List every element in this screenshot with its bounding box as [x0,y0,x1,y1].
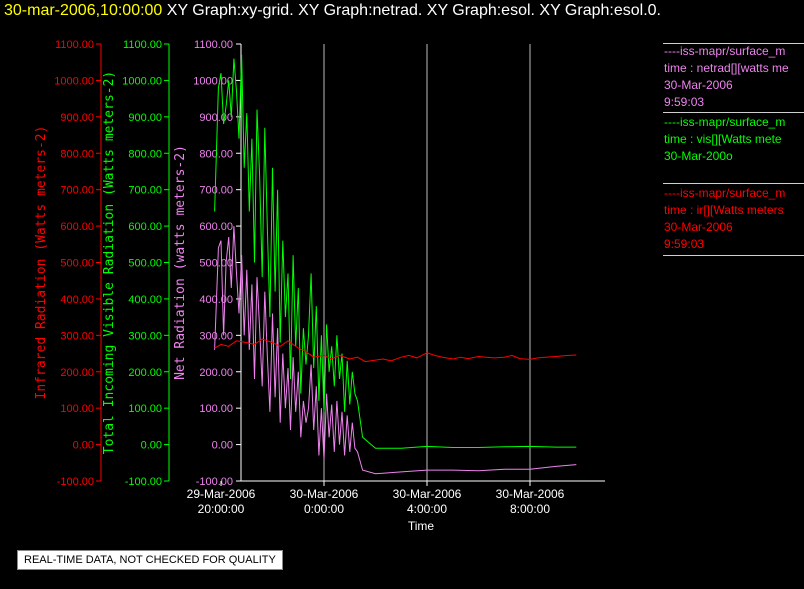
net-tick-label-5: 600.00 [199,221,233,233]
vis-tick-label-0: 1100.00 [123,39,162,51]
ir-tick-label-11: 0.00 [73,440,94,452]
net-tick-label-2: 900.00 [199,112,233,124]
x-tick-label-1-time: 0:00:00 [304,502,344,516]
vis-tick-label-4: 700.00 [128,185,162,197]
net-tick-label-9: 200.00 [199,367,233,379]
x-tick-label-0-time: 20:00:00 [198,502,245,516]
ir-tick-label-10: 100.00 [60,403,94,415]
legend-netrad-line1: ----iss-mapr/surface_m [664,44,786,58]
x-axis-title: Time [408,519,435,533]
ir-tick-label-6: 500.00 [60,258,94,270]
net-tick-label-6: 500.00 [199,258,233,270]
net-tick-label-0: 1100.00 [194,39,233,51]
net-tick-label-4: 700.00 [199,185,233,197]
legend-ir-line2: time : ir[][Watts meters [664,203,784,217]
ir-axis-title: Infrared Radiation (Watts meters-2) [34,126,49,400]
ir-tick-label-8: 300.00 [60,330,94,342]
vis-axis-title: Total Incoming Visible Radiation (Watts … [102,71,117,455]
ir-tick-label-7: 400.00 [60,294,94,306]
ir-tick-label-0: 1100.00 [55,39,94,51]
vis-tick-label-12: -100.00 [125,476,162,488]
legend-netrad-line2: time : netrad[][watts me [664,61,789,75]
net-series-line [214,226,577,475]
legend-separator-top [663,43,804,44]
vis-tick-label-6: 500.00 [128,258,162,270]
vis-tick-label-1: 1000.00 [122,75,162,87]
x-tick-label-0-date: 29-Mar-2006 [187,487,256,501]
ir-tick-label-4: 700.00 [60,185,94,197]
ir-tick-label-5: 600.00 [60,221,94,233]
legend-netrad-line3: 30-Mar-2006 [664,78,733,92]
legend-separator-ir [663,183,804,184]
legend-ir-line3: 30-Mar-2006 [664,220,733,234]
legend-ir: ----iss-mapr/surface_m time : ir[][Watts… [664,185,804,253]
x-tick-label-1-date: 30-Mar-2006 [290,487,359,501]
x-tick-label-2-date: 30-Mar-2006 [393,487,462,501]
vis-tick-label-8: 300.00 [128,330,162,342]
vis-tick-label-5: 600.00 [128,221,162,233]
x-tick-label-3-time: 8:00:00 [510,502,550,516]
title-timestamp: 30-mar-2006,10:00:00 [4,2,163,19]
ir-tick-label-1: 1000.00 [54,75,94,87]
vis-tick-label-2: 900.00 [128,112,162,124]
legend-separator-bottom [663,255,804,256]
net-tick-label-11: 0.00 [212,440,233,452]
legend-netrad-line4: 9:59:03 [664,95,705,109]
title-graph-list: XY Graph:xy-grid. XY Graph:netrad. XY Gr… [166,2,661,19]
legend-ir-line4: 9:59:03 [664,237,705,251]
ir-tick-label-3: 800.00 [60,148,94,160]
ir-tick-label-2: 900.00 [60,112,94,124]
net-tick-label-12: -100.00 [196,476,233,488]
vis-tick-label-10: 100.00 [128,403,162,415]
net-tick-label-10: 100.00 [199,403,233,415]
net-axis-title: Net Radiation (watts meters-2) [173,145,188,380]
legend-vis-line3: 30-Mar-200o [664,149,733,163]
net-tick-label-1: 1000.00 [193,75,233,87]
vis-series-line [214,54,577,449]
vis-tick-label-7: 400.00 [128,294,162,306]
vis-tick-label-11: 0.00 [141,440,162,452]
vis-tick-label-3: 800.00 [128,148,162,160]
ir-tick-label-12: -100.00 [57,476,94,488]
net-tick-label-8: 300.00 [199,330,233,342]
legend-vis: ----iss-mapr/surface_m time : vis[][Watt… [664,114,804,165]
legend-netrad: ----iss-mapr/surface_m time : netrad[][w… [664,43,804,111]
ir-series-line [214,338,577,363]
x-tick-label-2-time: 4:00:00 [407,502,447,516]
x-tick-label-3-date: 30-Mar-2006 [496,487,565,501]
window-title: 30-mar-2006,10:00:00 XY Graph:xy-grid. X… [4,2,661,20]
legend-vis-line1: ----iss-mapr/surface_m [664,115,786,129]
legend-vis-line2: time : vis[][Watts mete [664,132,782,146]
quality-disclaimer: REAL-TIME DATA, NOT CHECKED FOR QUALITY [17,550,283,570]
legend-separator-vis [663,112,804,113]
ir-tick-label-9: 200.00 [60,367,94,379]
vis-tick-label-9: 200.00 [128,367,162,379]
legend-ir-line1: ----iss-mapr/surface_m [664,186,786,200]
